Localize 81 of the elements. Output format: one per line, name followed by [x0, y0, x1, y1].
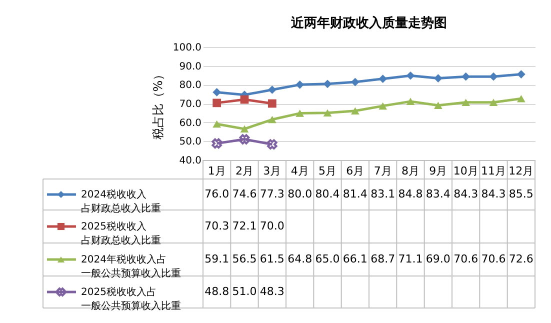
data-label: 68.7 — [370, 252, 396, 266]
legend-label: 2024税收收入占财政总收入比重 — [81, 188, 161, 214]
point — [434, 74, 442, 82]
data-label: 71.1 — [398, 252, 423, 266]
x-tick-label: 4月 — [290, 164, 309, 178]
y-tick-label: 80.0 — [179, 80, 202, 92]
data-label: 61.5 — [260, 252, 284, 266]
data-label: 64.8 — [288, 252, 312, 266]
data-label: 84.3 — [454, 188, 478, 200]
x-tick-label: 5月 — [318, 164, 336, 178]
y-tick-label: 100.0 — [172, 42, 202, 54]
x-tick-label: 6月 — [346, 164, 364, 178]
data-label: 72.6 — [508, 252, 534, 266]
data-label: 48.8 — [204, 285, 230, 298]
legend-label: 2025税收收入占财政总收入比重 — [81, 220, 161, 246]
data-label: 84.8 — [398, 188, 423, 200]
y-tick-label: 40.0 — [179, 156, 202, 166]
data-label: 72.1 — [232, 220, 257, 232]
data-label: 51.0 — [232, 285, 257, 298]
y-tick-label: 60.0 — [179, 118, 202, 129]
point — [212, 98, 222, 108]
point — [378, 102, 388, 110]
x-tick-label: 9月 — [429, 164, 448, 178]
data-label: 76.0 — [204, 188, 230, 200]
y-tick-label: 90.0 — [179, 61, 202, 72]
data-label: 59.1 — [204, 252, 230, 266]
data-label: 66.1 — [342, 252, 368, 266]
point — [323, 80, 332, 88]
point — [212, 88, 222, 96]
point — [323, 109, 332, 117]
point — [267, 139, 278, 150]
legend-label: 2024年税收收入占一般公共预算收入比重 — [81, 254, 181, 280]
point — [489, 72, 498, 81]
x-tick-label: 2月 — [236, 164, 254, 178]
data-label: 70.6 — [481, 252, 506, 266]
y-axis-title: 税占比（%） — [150, 68, 165, 140]
point — [240, 125, 249, 133]
data-label: 69.0 — [426, 252, 450, 266]
point — [434, 102, 442, 110]
point — [239, 134, 250, 144]
x-tick-label: 7月 — [374, 164, 392, 178]
x-tick-label: 8月 — [402, 164, 420, 178]
x-tick-label: 3月 — [263, 164, 282, 178]
data-label: 83.1 — [370, 188, 396, 200]
data-label: 85.5 — [508, 188, 534, 200]
data-label: 84.3 — [481, 188, 506, 200]
x-tick-label: 11月 — [481, 164, 506, 178]
point — [516, 94, 526, 102]
point — [489, 98, 498, 106]
data-label: 74.6 — [232, 188, 257, 200]
x-tick-label: 12月 — [508, 164, 534, 178]
x-tick-label: 10月 — [453, 164, 478, 178]
point — [268, 99, 276, 108]
point — [212, 120, 222, 128]
point — [296, 110, 304, 117]
data-label: 80.4 — [315, 188, 340, 200]
point — [212, 138, 222, 149]
data-label: 48.3 — [260, 285, 284, 298]
y-tick-label: 70.0 — [179, 99, 202, 110]
point — [378, 74, 388, 84]
y-tick-label: 50.0 — [179, 136, 202, 148]
point — [406, 98, 415, 106]
data-label: 77.3 — [260, 188, 284, 200]
data-label: 81.4 — [342, 188, 368, 200]
data-label: 70.0 — [260, 220, 284, 232]
data-label: 80.0 — [288, 188, 312, 200]
point — [268, 86, 276, 94]
point — [406, 71, 415, 80]
point — [268, 116, 276, 124]
point — [240, 95, 249, 104]
legend-label: 2025税收收入占一般公共预算收入比重 — [81, 286, 181, 312]
point — [516, 70, 526, 78]
data-label: 65.0 — [315, 252, 340, 266]
chart-title: 近两年财政收入质量走势图 — [290, 15, 447, 31]
x-tick-label: 1月 — [208, 164, 226, 178]
data-label: 70.3 — [204, 220, 230, 232]
point — [350, 107, 360, 114]
point — [462, 98, 470, 106]
data-label: 56.5 — [232, 252, 257, 266]
data-label: 83.4 — [426, 188, 450, 200]
data-label: 70.6 — [454, 252, 478, 266]
